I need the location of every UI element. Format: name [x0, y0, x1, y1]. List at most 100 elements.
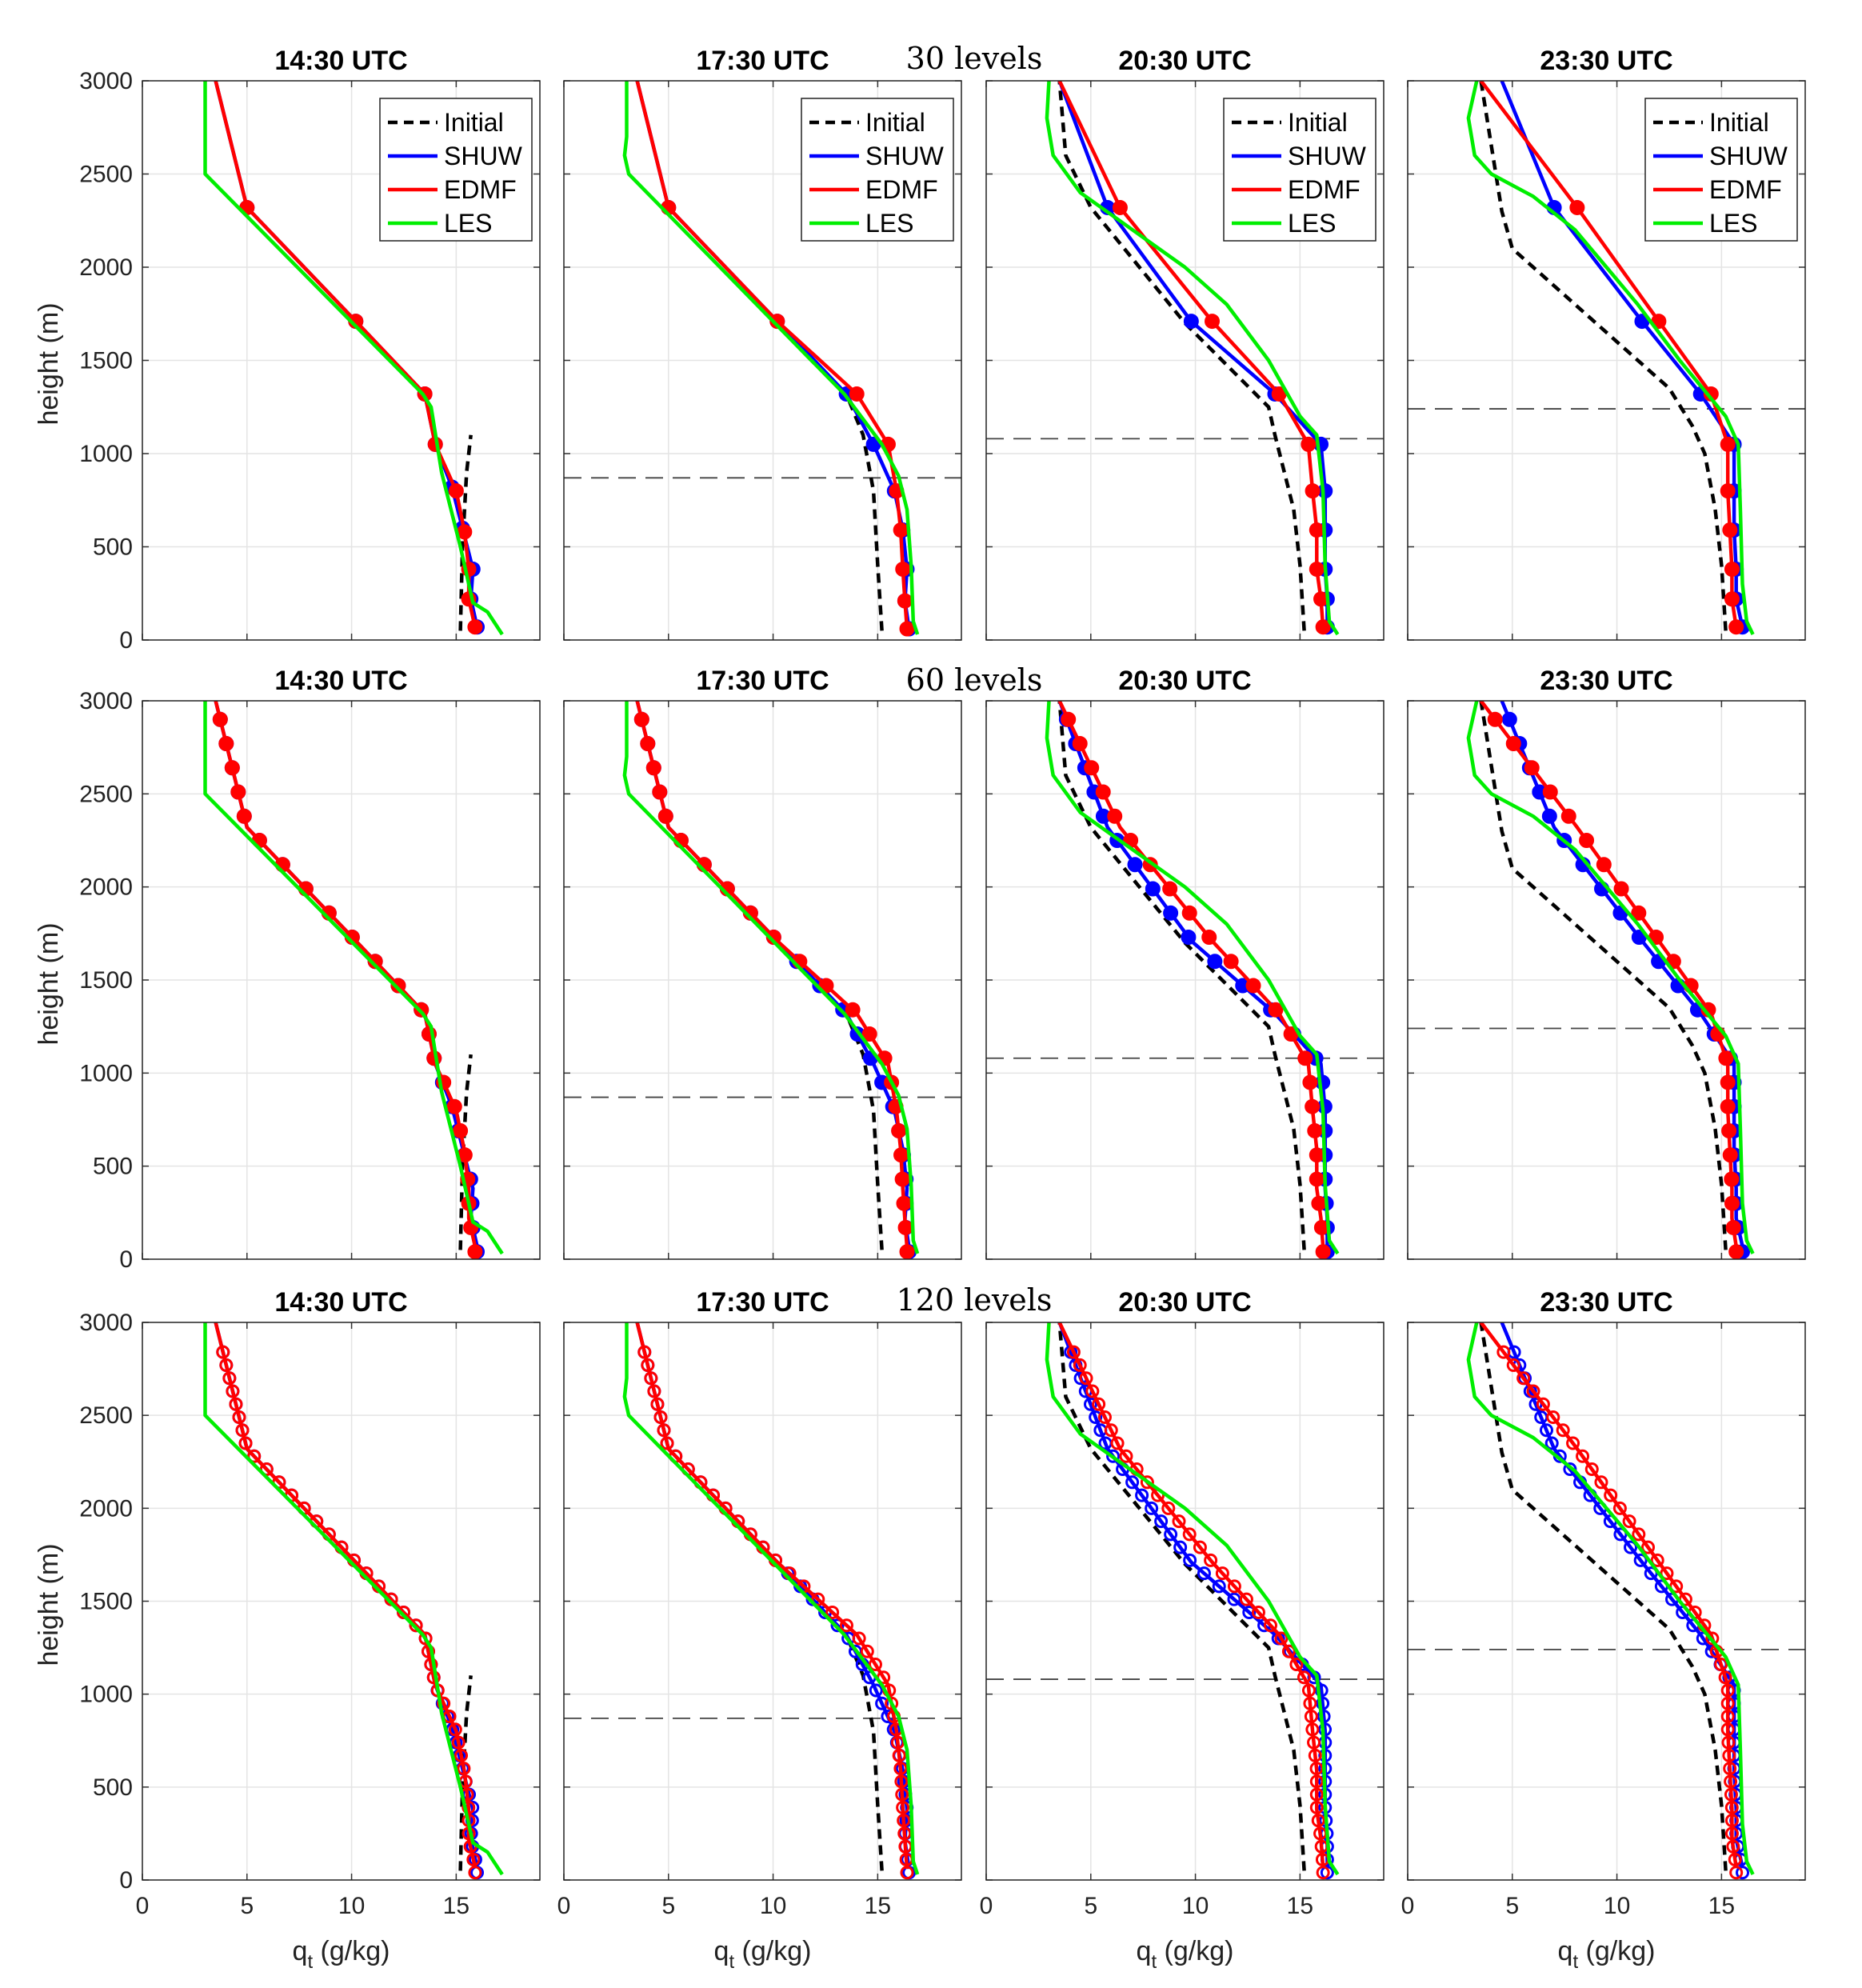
panel-title: 23:30 UTC [1540, 46, 1672, 76]
edmf-marker [247, 1449, 262, 1463]
edmf-marker [235, 1423, 250, 1438]
edmf-marker [1724, 1195, 1740, 1211]
edmf-marker [1718, 1050, 1734, 1066]
edmf-marker [1066, 1345, 1081, 1359]
edmf-marker [1245, 978, 1261, 994]
edmf-marker [1720, 1696, 1735, 1710]
les-profile-line [622, 701, 920, 1254]
edmf-marker [1726, 1839, 1740, 1854]
y-tick-label: 2000 [79, 874, 133, 901]
edmf-marker [230, 784, 246, 800]
edmf-marker [222, 1371, 237, 1386]
edmf-marker [891, 1122, 907, 1138]
panel-r2-c3: 20:30 UTC [985, 666, 1385, 1260]
legend-label-shuw: SHUW [865, 142, 945, 170]
edmf-marker [1084, 760, 1100, 776]
shuw-marker [1145, 1501, 1159, 1515]
initial-profile-line [458, 434, 473, 631]
edmf-marker [418, 1631, 433, 1646]
panel-title: 17:30 UTC [696, 46, 829, 76]
edmf-marker [1725, 1219, 1741, 1235]
shuw-profile-line [214, 701, 479, 1247]
shuw-profile-line [214, 1322, 479, 1868]
edmf-profile-line [1479, 81, 1738, 628]
x-tick-label: 5 [661, 1893, 675, 1919]
legend-label-initial: Initial [865, 108, 925, 137]
edmf-marker [657, 1423, 671, 1438]
panel-title: 23:30 UTC [1540, 1287, 1672, 1318]
edmf-marker [1613, 881, 1629, 897]
edmf-marker [895, 1787, 909, 1802]
edmf-marker [232, 1410, 246, 1424]
les-profile-line [1466, 701, 1755, 1254]
les-profile-line [203, 701, 504, 1255]
edmf-marker [1720, 1683, 1735, 1698]
edmf-marker [896, 1800, 910, 1814]
edmf-marker [1110, 1436, 1125, 1450]
edmf-marker [897, 593, 913, 609]
shuw-marker [1183, 1553, 1197, 1567]
edmf-marker [1309, 561, 1325, 577]
panel-r3-c3: 0 5 10 15 qt (g/kg) 20:30 UTC [980, 1287, 1385, 1973]
shuw-marker [1736, 1866, 1750, 1880]
initial-profile-line [1479, 81, 1728, 631]
edmf-marker [1487, 711, 1503, 727]
edmf-marker [1305, 1098, 1321, 1114]
panel-r1-c2: 17:30 UTC Initial SHUW EDMF LES [563, 46, 962, 641]
y-tick-label: 1500 [79, 348, 133, 374]
edmf-marker [454, 1748, 469, 1762]
edmf-profile-line [1057, 1322, 1325, 1867]
edmf-marker [397, 1605, 411, 1619]
axes-frame [1407, 80, 1806, 641]
y-tick-label: 1500 [79, 967, 133, 994]
edmf-marker [845, 1002, 861, 1018]
legend-label-edmf: EDMF [444, 175, 517, 204]
edmf-marker [657, 808, 673, 824]
edmf-marker [448, 483, 464, 499]
edmf-marker [1305, 483, 1321, 499]
edmf-marker [1315, 1244, 1331, 1259]
edmf-marker [1309, 1147, 1325, 1163]
x-tick-label: 15 [865, 1893, 891, 1919]
shuw-marker [1135, 1488, 1149, 1502]
panel-title: 14:30 UTC [274, 1287, 407, 1318]
y-tick-label: 0 [119, 627, 133, 654]
legend-label-les: LES [1288, 209, 1336, 238]
shuw-marker [1539, 1423, 1553, 1438]
edmf-marker [1092, 1397, 1106, 1411]
edmf-marker [1095, 784, 1111, 800]
edmf-marker [894, 1774, 909, 1789]
legend-label-initial: Initial [1288, 108, 1348, 137]
edmf-marker [462, 1800, 476, 1814]
shuw-marker [1106, 1449, 1121, 1463]
x-tick-label: 15 [443, 1893, 469, 1919]
legend-label-initial: Initial [444, 108, 504, 137]
edmf-marker [1307, 1122, 1323, 1138]
edmf-marker [216, 1345, 230, 1359]
edmf-marker [1724, 1826, 1739, 1841]
edmf-marker [1542, 784, 1558, 800]
edmf-marker [1721, 1735, 1736, 1750]
shuw-marker [1316, 1696, 1330, 1710]
edmf-marker [1301, 1683, 1316, 1698]
legend-label-shuw: SHUW [444, 142, 523, 170]
panel-title: 17:30 UTC [696, 1287, 829, 1318]
edmf-marker [1112, 199, 1128, 215]
edmf-marker [1505, 736, 1521, 752]
plot-area [203, 81, 504, 636]
axes-frame [1407, 700, 1806, 1260]
edmf-marker [1724, 561, 1740, 577]
edmf-marker [1579, 833, 1595, 848]
y-tick-label: 3000 [79, 1310, 133, 1336]
edmf-marker [1309, 1800, 1324, 1814]
edmf-marker [1524, 760, 1540, 776]
initial-profile-line [845, 393, 884, 631]
shuw-marker [1163, 905, 1179, 921]
plot-area [564, 1322, 961, 1880]
edmf-marker [1161, 1501, 1176, 1515]
edmf-marker [1119, 1449, 1133, 1463]
edmf-marker [825, 1605, 840, 1619]
edmf-marker [650, 1397, 665, 1411]
